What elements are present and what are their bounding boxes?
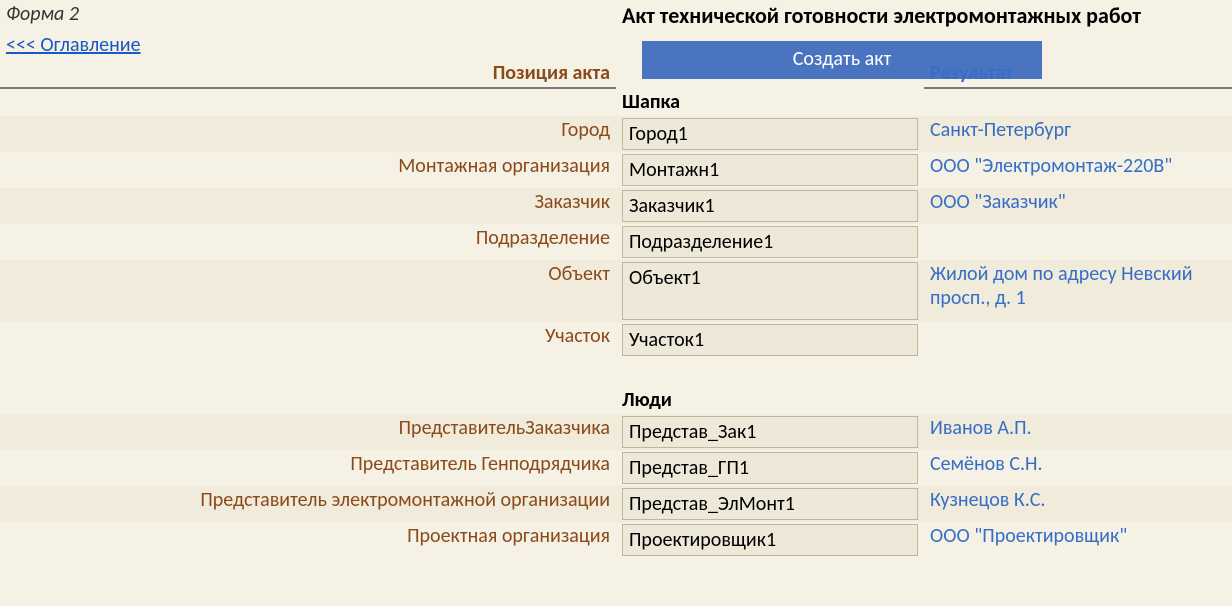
input-city[interactable]: Город1 bbox=[622, 118, 918, 150]
input-rep-customer[interactable]: Представ_Зак1 bbox=[622, 416, 918, 448]
input-object[interactable]: Объект1 bbox=[622, 262, 918, 320]
label-customer: Заказчик bbox=[0, 188, 616, 224]
toc-link[interactable]: <<< Оглавление bbox=[0, 31, 616, 59]
result-design-org: ООО "Проектировщик" bbox=[924, 522, 1232, 558]
input-design-org[interactable]: Проектировщик1 bbox=[622, 524, 918, 556]
label-section: Участок bbox=[0, 322, 616, 358]
result-city: Санкт-Петербург bbox=[924, 116, 1232, 152]
input-department[interactable]: Подразделение1 bbox=[622, 226, 918, 258]
input-section[interactable]: Участок1 bbox=[622, 324, 918, 356]
label-city: Город bbox=[0, 116, 616, 152]
input-rep-gencon[interactable]: Представ_ГП1 bbox=[622, 452, 918, 484]
label-rep-gencon: Представитель Генподрядчика bbox=[0, 450, 616, 486]
result-rep-elmount: Кузнецов К.С. bbox=[924, 486, 1232, 522]
section-header-shapka: Шапка bbox=[616, 88, 924, 116]
input-rep-elmount[interactable]: Представ_ЭлМонт1 bbox=[622, 488, 918, 520]
result-mount-org: ООО "Электромонтаж-220В" bbox=[924, 152, 1232, 188]
result-rep-customer: Иванов А.П. bbox=[924, 414, 1232, 450]
label-department: Подразделение bbox=[0, 224, 616, 260]
label-object: Объект bbox=[0, 260, 616, 322]
column-header-result: Результат bbox=[924, 59, 1232, 88]
label-design-org: Проектная организация bbox=[0, 522, 616, 558]
input-customer[interactable]: Заказчик1 bbox=[622, 190, 918, 222]
page-root: Форма 2 Акт технической готовности элект… bbox=[0, 0, 1232, 558]
result-section bbox=[924, 322, 1232, 358]
result-rep-gencon: Семёнов С.Н. bbox=[924, 450, 1232, 486]
form-grid: Форма 2 Акт технической готовности элект… bbox=[0, 0, 1232, 558]
section-header-people: Люди bbox=[616, 386, 924, 414]
result-customer: ООО "Заказчик" bbox=[924, 188, 1232, 224]
result-department bbox=[924, 224, 1232, 260]
input-mount-org[interactable]: Монтажн1 bbox=[622, 154, 918, 186]
form-label: Форма 2 bbox=[0, 0, 616, 31]
result-object: Жилой дом по адресу Невский просп., д. 1 bbox=[924, 260, 1232, 322]
label-rep-elmount: Представитель электромонтажной организац… bbox=[0, 486, 616, 522]
label-rep-customer: ПредставительЗаказчика bbox=[0, 414, 616, 450]
page-title: Акт технической готовности электромонтаж… bbox=[616, 0, 1232, 31]
label-mount-org: Монтажная организация bbox=[0, 152, 616, 188]
column-header-position: Позиция акта bbox=[0, 59, 616, 88]
